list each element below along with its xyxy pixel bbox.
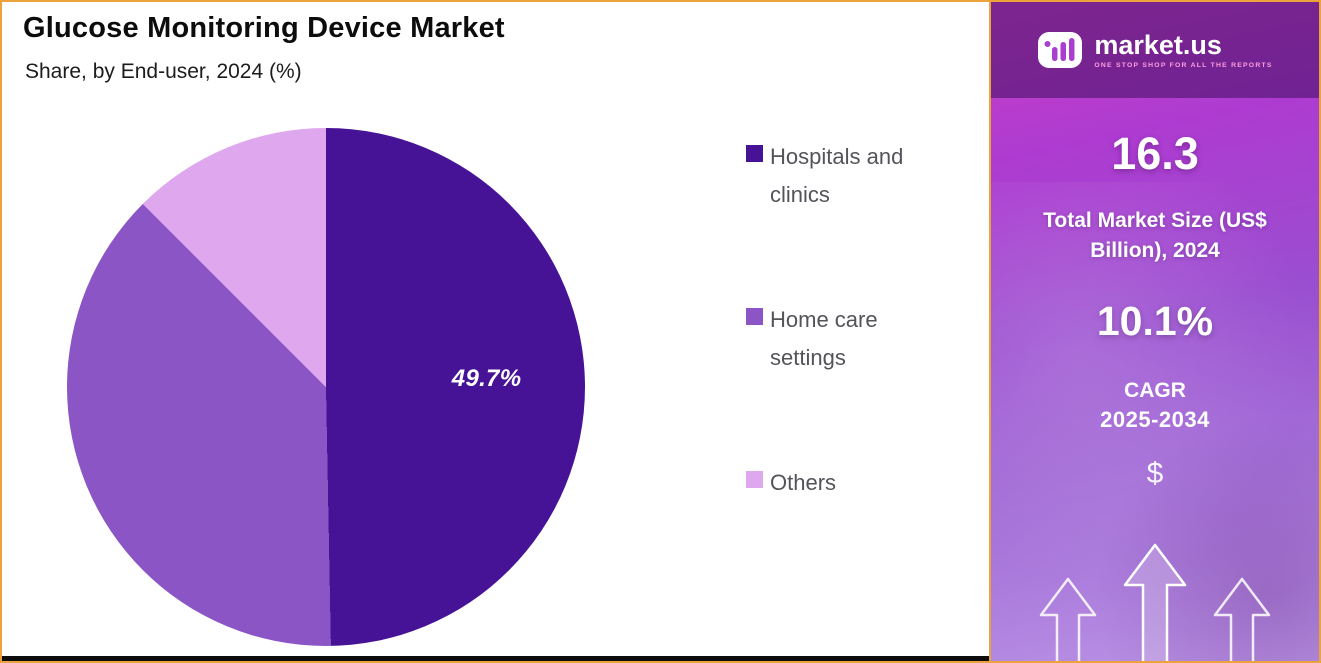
dollar-icon: $ <box>1146 456 1164 490</box>
brand-header: market.us ONE STOP SHOP FOR ALL THE REPO… <box>991 2 1319 98</box>
chart-legend: Hospitals and clinics Home care settings… <box>746 138 971 502</box>
cagr-value: 10.1% <box>1096 297 1214 344</box>
legend-swatch-homecare-icon <box>746 308 763 325</box>
market-size-value: 16.3 <box>1111 128 1199 179</box>
legend-item-others: Others <box>746 464 971 502</box>
pie-slice-data-label: 49.7% <box>451 365 522 393</box>
chart-title: Glucose Monitoring Device Market <box>23 12 505 44</box>
legend-label-hospitals: Hospitals and clinics <box>770 144 904 207</box>
brand-name: market.us <box>1094 29 1222 60</box>
legend-swatch-hospitals-icon <box>746 145 763 162</box>
pie-chart <box>67 128 585 646</box>
growth-arrows-icon <box>991 543 1319 661</box>
up-arrow-middle-icon <box>1123 543 1187 661</box>
legend-label-others: Others <box>770 470 837 495</box>
up-arrow-left-icon <box>1039 577 1097 661</box>
sidebar: market.us ONE STOP SHOP FOR ALL THE REPO… <box>989 2 1319 661</box>
brand-tagline: ONE STOP SHOP FOR ALL THE REPORTS <box>1094 62 1273 70</box>
legend-item-homecare: Home care settings <box>746 301 971 377</box>
chart-area: Glucose Monitoring Device Market Share, … <box>2 2 989 661</box>
legend-item-hospitals: Hospitals and clinics <box>746 138 971 214</box>
chart-subtitle: Share, by End-user, 2024 (%) <box>25 60 302 83</box>
legend-label-homecare: Home care settings <box>770 307 878 370</box>
marketus-logo-icon <box>1038 32 1083 68</box>
market-size-label: Total Market Size (US$ Billion), 2024 <box>1043 209 1267 262</box>
up-arrow-right-icon <box>1213 577 1271 661</box>
cagr-years: 2025-2034 <box>1100 406 1210 432</box>
pie-chart-container: 49.7% <box>67 128 585 646</box>
brand-text-block: market.us ONE STOP SHOP FOR ALL THE REPO… <box>1094 29 1273 70</box>
cagr-label: CAGR <box>1124 378 1186 402</box>
legend-swatch-others-icon <box>746 471 763 488</box>
